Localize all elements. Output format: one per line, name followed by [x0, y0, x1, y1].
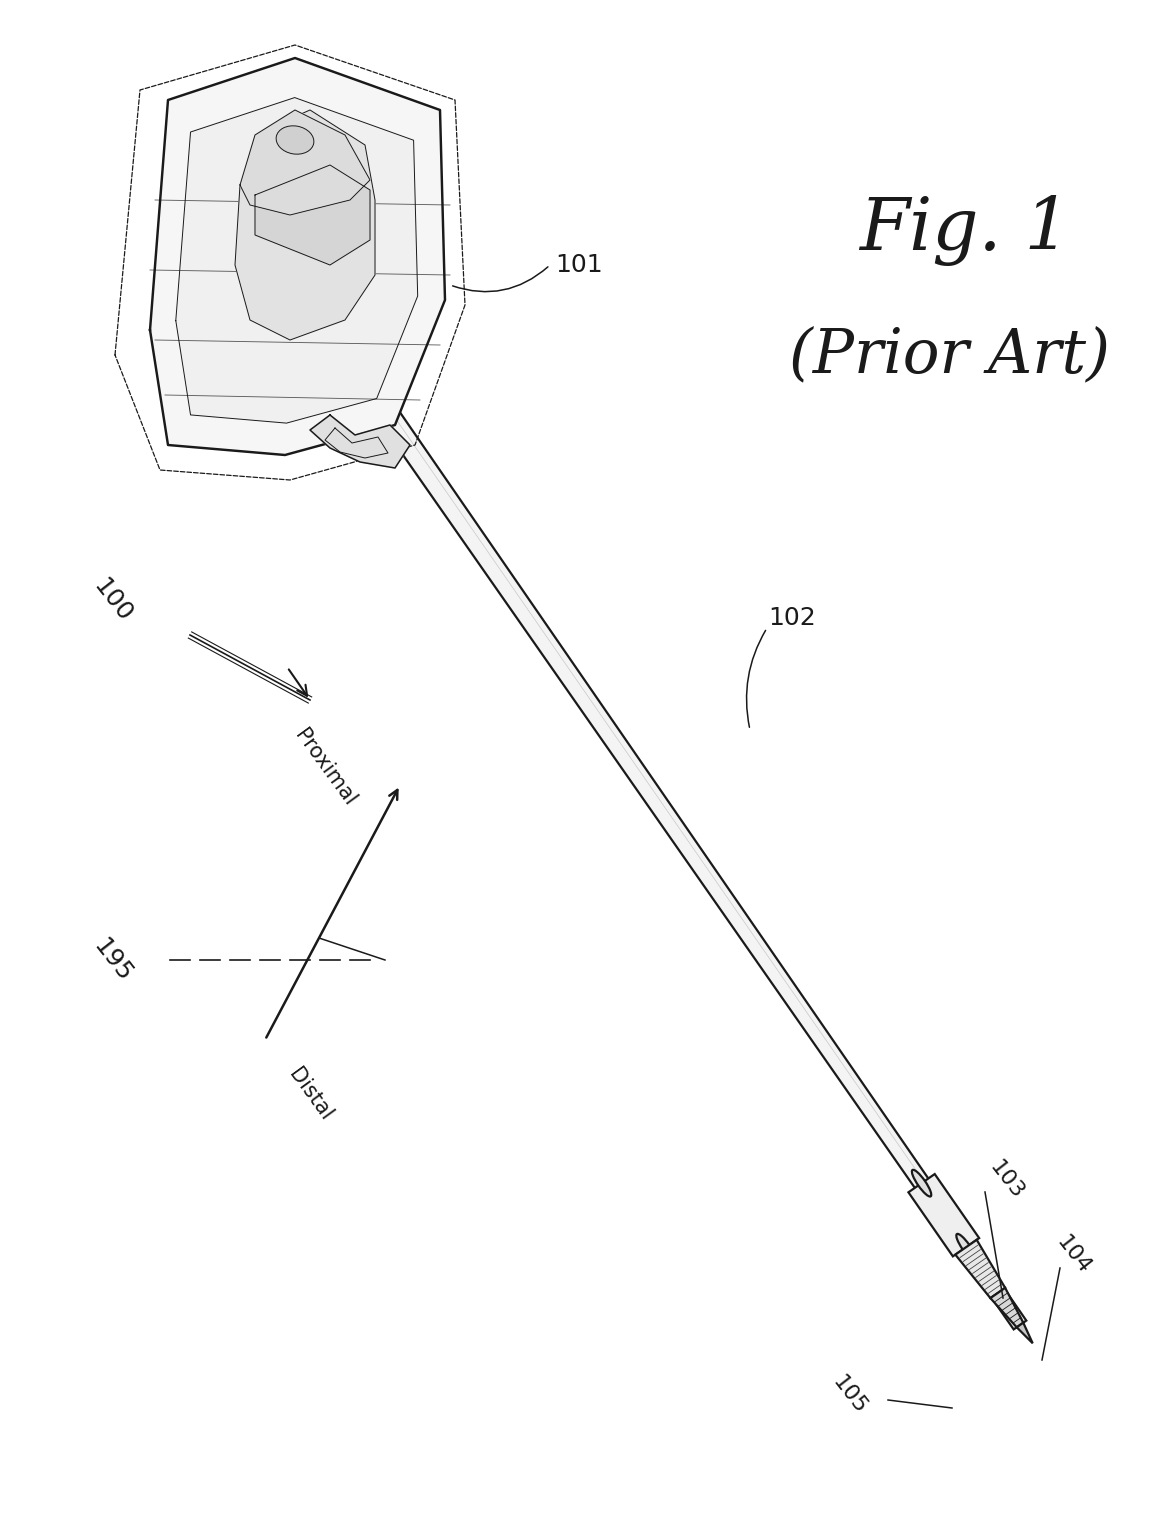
Text: 104: 104: [1052, 1232, 1094, 1278]
Text: 100: 100: [88, 574, 136, 627]
Polygon shape: [908, 1173, 979, 1257]
Text: 101: 101: [555, 253, 603, 277]
Text: Proximal: Proximal: [291, 725, 360, 810]
Text: Fig. 1: Fig. 1: [860, 194, 1071, 265]
Ellipse shape: [911, 1170, 931, 1197]
Polygon shape: [240, 109, 369, 216]
Polygon shape: [955, 1240, 1005, 1298]
Text: 103: 103: [985, 1157, 1026, 1203]
Ellipse shape: [956, 1234, 976, 1261]
Text: 195: 195: [88, 933, 136, 986]
Text: 102: 102: [768, 607, 815, 630]
Polygon shape: [377, 403, 1026, 1329]
Polygon shape: [990, 1287, 1023, 1327]
Polygon shape: [235, 109, 375, 340]
Polygon shape: [201, 136, 392, 393]
Text: (Prior Art): (Prior Art): [789, 325, 1111, 385]
Text: Distal: Distal: [285, 1066, 337, 1124]
Polygon shape: [1017, 1323, 1032, 1343]
Polygon shape: [255, 165, 369, 265]
Polygon shape: [310, 414, 411, 468]
Text: 105: 105: [828, 1372, 870, 1418]
Polygon shape: [150, 59, 445, 454]
Polygon shape: [176, 97, 418, 424]
Ellipse shape: [276, 126, 314, 154]
